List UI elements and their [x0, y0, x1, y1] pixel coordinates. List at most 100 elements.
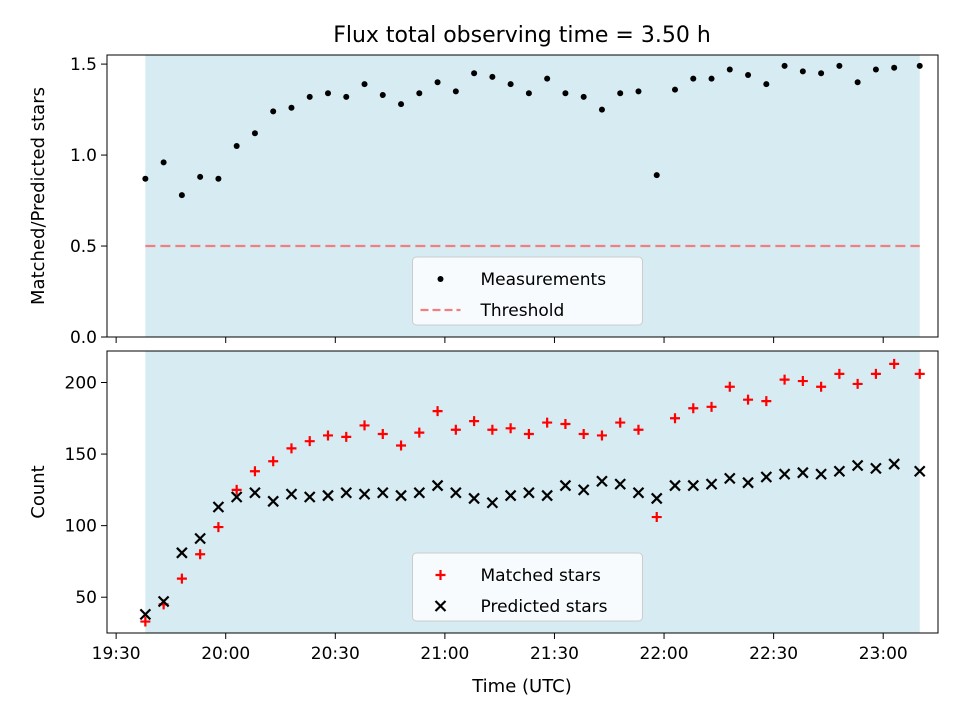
matched-point [596, 430, 607, 441]
legend-label: Matched stars [481, 566, 601, 586]
matched-point [469, 416, 480, 427]
panel-counts: 50 100 150 200 19:30 20:00 20:30 21:00 21:30 22:… [28, 350, 939, 664]
matched-point [743, 394, 754, 405]
measurement-point [818, 70, 825, 77]
x-tick-label: 23:00 [859, 644, 908, 664]
predicted-point [267, 495, 279, 508]
matched-point [487, 424, 498, 435]
y-ticks-top: 0.0 0.5 1.0 1.5 [70, 55, 107, 348]
predicted-point [851, 459, 864, 472]
predicted-point [303, 491, 316, 503]
legend-label: Threshold [480, 301, 565, 321]
matched-point [706, 401, 717, 412]
matched-point [761, 396, 772, 407]
measurement-point [324, 90, 331, 97]
measurement-point [197, 173, 204, 180]
y-tick-label: 1.5 [70, 55, 97, 75]
y-ticks-bottom: 50 100 150 200 [65, 373, 107, 608]
predicted-point [212, 501, 225, 513]
measurement-point [916, 62, 923, 69]
predicted-point [559, 479, 572, 492]
predicted-point [614, 478, 626, 490]
axes-frame-bottom [106, 350, 939, 634]
measurement-point [598, 106, 605, 113]
matched-point [396, 440, 407, 451]
y-tick-label: 150 [65, 445, 97, 465]
measurement-point [160, 159, 167, 166]
predicted-point [157, 595, 170, 608]
matched-point [231, 484, 242, 495]
legend-swatch [437, 276, 444, 282]
predicted-point [687, 479, 700, 492]
y-axis-label-ratio: Matched/Predicted stars [28, 87, 49, 305]
measurement-point [507, 81, 514, 88]
chart-title: Flux total observing time = 3.50 h [333, 23, 711, 48]
predicted-point [139, 608, 152, 621]
y-tick-label: 100 [65, 517, 97, 537]
matched-point [724, 381, 735, 392]
matched-point [213, 522, 224, 533]
predicted-point [913, 465, 926, 478]
legend-box [412, 552, 643, 622]
matched-point [286, 443, 297, 454]
predicted-point [632, 486, 645, 499]
measurement-point [361, 81, 368, 88]
x-tick-label: 21:00 [420, 644, 469, 664]
predicted-point [870, 462, 882, 475]
predicted-point [541, 489, 553, 502]
predicted-point [285, 488, 298, 500]
matched-point [359, 420, 370, 431]
measurement-point [270, 108, 277, 115]
legend-swatch [434, 600, 447, 612]
matched-point [914, 368, 925, 379]
measurement-point [653, 172, 660, 179]
measurement-point [471, 70, 478, 77]
matched-point [852, 378, 863, 389]
legend-swatch [435, 570, 446, 580]
predicted-point [724, 472, 736, 485]
matched-point [377, 429, 388, 440]
matched-point [249, 466, 260, 477]
measurement-point [726, 66, 733, 73]
measurement-point [836, 62, 843, 69]
count-series [139, 358, 926, 627]
measurement-point [745, 72, 752, 79]
predicted-point [450, 486, 462, 499]
y-tick-label: 1.0 [70, 146, 97, 166]
legend-label: Predicted stars [481, 597, 608, 617]
predicted-point [778, 468, 791, 480]
predicted-point [669, 479, 681, 492]
matched-point [816, 381, 827, 392]
predicted-point [760, 471, 773, 483]
predicted-point [358, 488, 371, 500]
measurement-point [635, 88, 642, 95]
predicted-point [395, 489, 407, 502]
matched-point [834, 368, 845, 379]
matched-point [450, 424, 461, 435]
matched-point [633, 424, 644, 435]
matched-point [779, 374, 790, 385]
measurement-point [617, 90, 624, 97]
predicted-point [504, 489, 517, 502]
matched-point [341, 431, 352, 442]
matched-point [523, 429, 534, 440]
matched-point [505, 423, 516, 434]
measurement-point [854, 79, 861, 86]
y-tick-label: 0.0 [70, 328, 97, 348]
matched-point [268, 456, 279, 467]
y-tick-label: 50 [75, 588, 97, 608]
predicted-point [230, 491, 243, 503]
measurement-point [379, 92, 386, 99]
measurement-point [142, 175, 149, 182]
x-ticks-top [115, 337, 884, 343]
y-tick-label: 200 [65, 373, 97, 393]
matched-point [304, 436, 315, 447]
measurement-point [178, 192, 185, 199]
predicted-point [431, 479, 444, 492]
predicted-point [577, 484, 590, 496]
matched-point [797, 376, 808, 387]
measurement-point [452, 88, 459, 95]
panel-ratio: 0.0 0.5 1.0 1.5 Matched/Predicted stars Mea… [28, 54, 939, 348]
predicted-point [194, 532, 206, 545]
